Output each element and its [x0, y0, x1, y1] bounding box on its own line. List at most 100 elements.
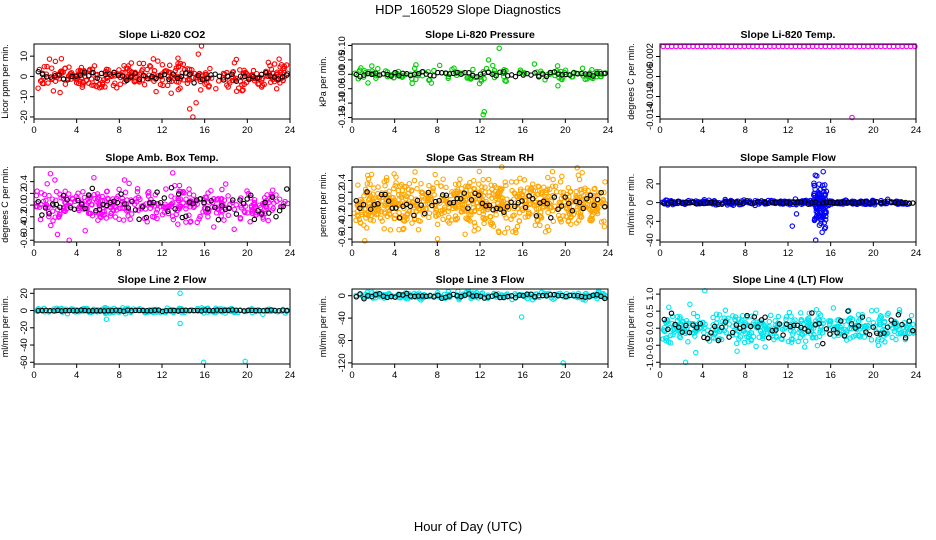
reference-point [385, 198, 392, 204]
data-point [408, 194, 414, 201]
reference-point [704, 335, 711, 342]
reference-point [512, 73, 519, 80]
data-point [101, 208, 107, 215]
reference-point [419, 69, 426, 75]
data-point [453, 70, 460, 76]
data-point [739, 312, 746, 319]
reference-point [457, 196, 464, 202]
data-point [554, 63, 561, 69]
data-point [816, 195, 822, 201]
data-point [501, 67, 507, 73]
reference-point [393, 205, 399, 211]
reference-point [910, 200, 916, 206]
data-points [660, 43, 918, 121]
reference-point [254, 75, 261, 81]
panel-co2: Slope Li-820 CO2 Licor ppm per min. 0 4 8 12 1… [0, 29, 295, 136]
data-point [411, 65, 418, 72]
data-point [104, 75, 110, 81]
x-tick-label: 20 [868, 125, 879, 136]
data-point [664, 197, 670, 204]
reference-point [221, 307, 228, 314]
data-point [584, 76, 590, 82]
reference-point [827, 199, 833, 206]
y-tick-label: -0.5 [645, 337, 656, 353]
reference-point [57, 204, 63, 211]
data-point [522, 214, 528, 220]
data-point [180, 61, 187, 68]
data-point [64, 205, 71, 212]
data-point [496, 229, 502, 236]
reference-point [39, 212, 45, 218]
data-point [202, 194, 208, 201]
data-point [513, 179, 520, 185]
data-point [816, 317, 823, 324]
data-point [814, 43, 820, 50]
data-point [579, 65, 586, 72]
data-point [36, 204, 43, 210]
data-point [574, 165, 580, 171]
data-point [249, 210, 256, 217]
x-tick-label: 4 [700, 248, 705, 259]
data-point [184, 80, 191, 87]
reference-point [591, 202, 597, 208]
data-point [514, 193, 520, 199]
reference-point [794, 199, 801, 205]
reference-point [783, 321, 790, 327]
data-point [850, 333, 856, 340]
reference-point [870, 199, 876, 205]
data-point [686, 43, 692, 50]
data-point [419, 193, 425, 199]
reference-point [414, 197, 421, 204]
data-point [409, 187, 415, 193]
outlier-point [490, 62, 496, 69]
data-point [548, 204, 554, 210]
reference-point [704, 199, 711, 205]
x-tick-label: 4 [392, 248, 397, 259]
data-point [508, 179, 515, 185]
data-point [177, 85, 183, 91]
data-point [99, 79, 106, 86]
data-point [593, 209, 600, 215]
reference-point [910, 327, 916, 334]
data-point [233, 202, 239, 208]
reference-point [544, 200, 550, 207]
data-point [231, 60, 238, 66]
outlier-point [793, 211, 800, 217]
data-point [414, 185, 420, 192]
data-point [472, 223, 478, 229]
reference-point [432, 198, 439, 205]
data-point [591, 186, 597, 192]
y-tick-label: 1.0 [645, 288, 656, 301]
data-point [147, 63, 153, 69]
data-point [476, 209, 482, 216]
reference-point [884, 324, 891, 330]
data-point [519, 205, 526, 212]
data-point [122, 70, 128, 76]
y-axis-label: kPa per min. [318, 56, 328, 107]
data-point [38, 190, 45, 196]
data-point [750, 43, 756, 50]
data-point [841, 318, 847, 325]
reference-point [284, 72, 290, 78]
reference-point [450, 199, 457, 206]
reference-point [697, 200, 704, 206]
data-point [183, 205, 189, 212]
outlier-point [242, 358, 248, 365]
y-tick-label: -0.010 [645, 83, 656, 110]
data-point [431, 192, 437, 198]
data-point [271, 61, 278, 67]
reference-point [816, 320, 822, 327]
data-point [412, 169, 418, 175]
data-point [194, 219, 200, 226]
reference-point [118, 191, 124, 197]
reference-point [661, 316, 668, 323]
reference-point [722, 199, 729, 205]
data-point [225, 84, 231, 90]
reference-point [174, 75, 181, 82]
reference-point [798, 199, 804, 205]
reference-point [114, 199, 121, 206]
reference-point [153, 75, 159, 82]
reference-point [244, 196, 250, 202]
data-point [375, 184, 381, 190]
